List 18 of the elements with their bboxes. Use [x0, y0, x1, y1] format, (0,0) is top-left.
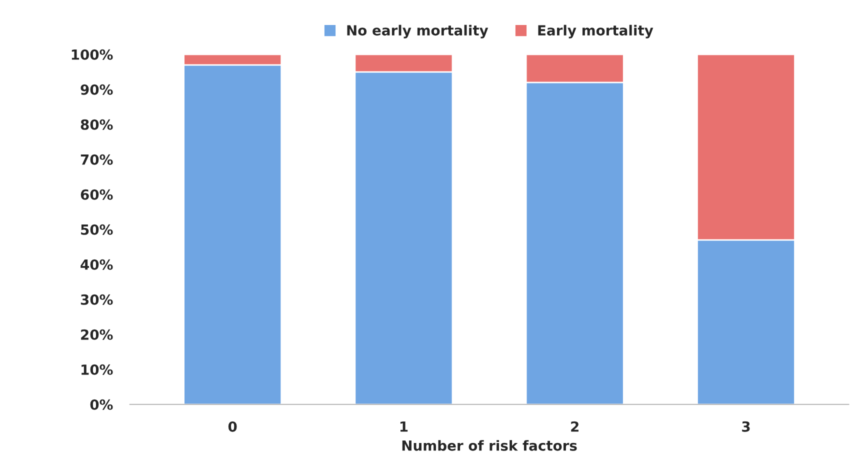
x-tick-label: 0	[228, 421, 237, 432]
y-tick-label: 60%	[80, 189, 113, 200]
y-tick-label: 80%	[80, 119, 113, 130]
y-tick-label: 20%	[81, 329, 113, 340]
y-tick-label: 90%	[80, 84, 113, 95]
y-tick-label: 100%	[72, 49, 113, 60]
y-tick-label: 50%	[81, 224, 113, 235]
x-tick-label: 1	[400, 422, 408, 432]
y-tick-label: 0%	[90, 399, 113, 410]
x-tick-label: 2	[571, 421, 578, 432]
y-tick-label: 10%	[82, 364, 113, 375]
legend-label: Early mortality	[538, 24, 654, 38]
y-tick-label: 30%	[80, 294, 113, 305]
x-tick-label: 3	[742, 421, 750, 432]
y-tick-label: 70%	[80, 154, 113, 165]
legend-label: No early mortality	[347, 24, 488, 38]
x-axis-title: Number of risk factors	[402, 440, 577, 451]
y-tick-label: 40%	[80, 259, 113, 270]
